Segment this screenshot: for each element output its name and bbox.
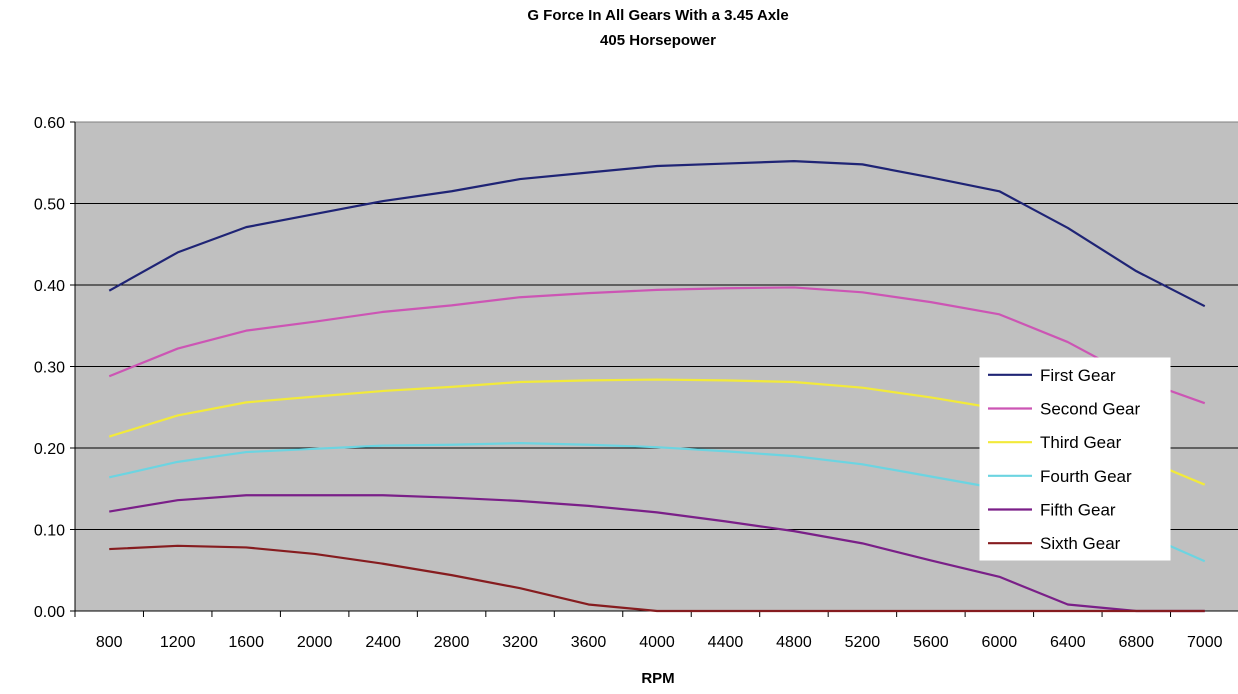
y-tick-label: 0.40	[34, 278, 65, 295]
series-line-6	[109, 544, 1205, 613]
legend-label: First Gear	[1040, 366, 1116, 385]
series-line-5	[109, 494, 1205, 613]
legend-label: Sixth Gear	[1040, 534, 1121, 553]
x-tick-label: 3600	[571, 634, 607, 651]
legend-label: Fifth Gear	[1040, 501, 1116, 520]
x-tick-label: 7000	[1187, 634, 1223, 651]
x-tick-label: 4000	[639, 634, 675, 651]
x-tick-label: 1600	[228, 634, 264, 651]
chart-subtitle: 405 Horsepower	[600, 32, 716, 49]
x-tick-label: 1200	[160, 634, 196, 651]
x-axis-ticks: 800 1200 1600 2000 2400 2800 3200 3600 4000 4400 4…	[74, 610, 1238, 651]
y-axis-ticks: 0.00 0.10 0.20 0.30 0.40 0.50 0.60	[34, 115, 76, 621]
series-line-1	[108, 160, 1206, 308]
x-tick-label: 6000	[982, 634, 1018, 651]
x-tick-label: 2800	[434, 634, 470, 651]
legend-label: Second Gear	[1040, 400, 1141, 419]
x-axis-label: RPM	[641, 670, 674, 687]
legend-box	[979, 357, 1171, 561]
legend-label: Fourth Gear	[1040, 467, 1132, 486]
x-tick-label: 4400	[708, 634, 744, 651]
x-tick-label: 6800	[1118, 634, 1154, 651]
x-tick-label: 3200	[502, 634, 538, 651]
chart-title: G Force In All Gears With a 3.45 Axle	[527, 7, 788, 24]
x-tick-label: 5600	[913, 634, 949, 651]
y-tick-label: 0.00	[34, 604, 65, 621]
x-tick-label: 5200	[845, 634, 881, 651]
legend-label: Third Gear	[1040, 433, 1122, 452]
x-tick-label: 800	[96, 634, 123, 651]
legend: First Gear Second Gear Third Gear Fourth Ge…	[979, 357, 1171, 561]
y-tick-label: 0.20	[34, 441, 65, 458]
x-tick-label: 6400	[1050, 634, 1086, 651]
y-tick-label: 0.50	[34, 197, 65, 214]
series-line-2	[108, 286, 1206, 405]
y-tick-label: 0.60	[34, 115, 65, 132]
x-tick-label: 4800	[776, 634, 812, 651]
x-tick-label: 2400	[365, 634, 401, 651]
y-tick-label: 0.30	[34, 360, 65, 377]
y-tick-label: 0.10	[34, 523, 65, 540]
x-tick-label: 2000	[297, 634, 333, 651]
